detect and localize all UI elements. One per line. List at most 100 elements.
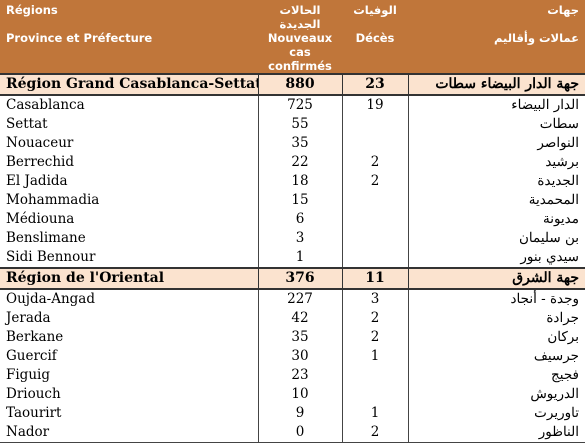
province-cases: 22: [258, 153, 343, 172]
province-name-fr: Médiouna: [0, 210, 259, 229]
province-deaths: [342, 385, 409, 404]
header-deaths-fr: Décès: [342, 31, 408, 74]
header-region-ar: جهات: [408, 0, 585, 31]
province-name-fr: Oujda-Angad: [0, 289, 259, 309]
province-deaths: 1: [342, 347, 409, 366]
table-row: Berkane 35 2 بركان: [0, 328, 585, 347]
province-name-fr: Guercif: [0, 347, 259, 366]
header-cases-fr-line2: confirmés: [268, 59, 332, 73]
province-deaths: [342, 134, 409, 153]
province-name-fr: Benslimane: [0, 229, 259, 248]
province-cases: 42: [258, 309, 343, 328]
province-name-ar: جرسيف: [533, 348, 579, 364]
province-name-ar: بن سليمان: [518, 230, 579, 246]
province-name-ar: فجيج: [551, 367, 579, 383]
table-row: Driouch 10 الدريوش: [0, 385, 585, 404]
header-province-ar: عمالات وأقاليم: [408, 31, 585, 74]
region-name-fr: Région de l'Oriental: [0, 267, 259, 290]
province-cases: 9: [258, 404, 343, 423]
province-deaths: [342, 229, 409, 248]
province-name-fr: Driouch: [0, 385, 259, 404]
province-cases: 18: [258, 172, 343, 191]
province-name-fr: Jerada: [0, 309, 259, 328]
table-row: Oujda-Angad 227 3 وجدة - أنجاد: [0, 289, 585, 309]
table-body: Région Grand Casablanca-Settat 880 23 جهة ا…: [0, 73, 585, 443]
province-name-ar: النواصر: [537, 135, 579, 151]
province-cases: 23: [258, 366, 343, 385]
header-cases-fr-line1: Nouveaux cas: [267, 31, 333, 59]
province-deaths: [342, 366, 409, 385]
table-row: Jerada 42 2 جرادة: [0, 309, 585, 328]
region-row: Région Grand Casablanca-Settat 880 23 جهة ا…: [0, 73, 585, 96]
province-name-fr: Nouaceur: [0, 134, 259, 153]
province-name-ar: برشيد: [545, 154, 579, 170]
table-row: Berrechid 22 2 برشيد: [0, 153, 585, 172]
province-deaths: 2: [342, 153, 409, 172]
province-cases: 227: [258, 289, 343, 309]
province-cases: 35: [258, 134, 343, 153]
province-cases: 725: [258, 95, 343, 115]
region-name-ar: جهة الدار البيضاء سطات: [408, 73, 585, 96]
province-deaths: [342, 248, 409, 268]
table-row: Settat 55 سطات: [0, 115, 585, 134]
header-region-fr: Régions: [0, 0, 258, 31]
province-cases: 35: [258, 328, 343, 347]
province-name-ar: سيدي بنور: [520, 249, 579, 265]
province-name-fr: Taourirt: [0, 404, 259, 423]
province-cases: 55: [258, 115, 343, 134]
province-name-fr: Berrechid: [0, 153, 259, 172]
header-deaths-ar: الوفيات: [342, 0, 408, 31]
province-name-ar: تاوريرت: [534, 405, 579, 421]
region-cases: 880: [258, 73, 343, 96]
header-province-fr: Province et Préfecture: [0, 31, 258, 74]
province-name-fr: Berkane: [0, 328, 259, 347]
region-row: Région de l'Oriental 376 11 جهة الشرق: [0, 267, 585, 290]
table-row: Mohammadia 15 المحمدية: [0, 191, 585, 210]
province-name-ar: المحمدية: [528, 192, 579, 208]
header-cases-ar: الحالات الجديدة: [258, 0, 342, 31]
province-name-fr: Figuig: [0, 366, 259, 385]
province-name-ar: الدريوش: [530, 386, 579, 402]
province-deaths: 2: [342, 328, 409, 347]
province-name-ar: مديونة: [542, 211, 579, 227]
province-deaths: [342, 115, 409, 134]
table-row: El Jadida 18 2 الجديدة: [0, 172, 585, 191]
province-name-ar: بركان: [547, 329, 579, 345]
region-deaths: 11: [342, 267, 409, 290]
province-name-fr: Mohammadia: [0, 191, 259, 210]
region-deaths: 23: [342, 73, 409, 96]
province-deaths: [342, 191, 409, 210]
province-cases: 10: [258, 385, 343, 404]
table-row: Médiouna 6 مديونة: [0, 210, 585, 229]
province-cases: 30: [258, 347, 343, 366]
province-deaths: 19: [342, 95, 409, 115]
province-name-fr: Casablanca: [0, 95, 259, 115]
province-name-ar: سطات: [539, 116, 579, 132]
province-name-ar: جرادة: [546, 310, 579, 326]
province-name-ar: وجدة - أنجاد: [510, 291, 579, 307]
region-cases: 376: [258, 267, 343, 290]
table-row: Sidi Bennour 1 سيدي بنور: [0, 248, 585, 268]
province-deaths: 1: [342, 404, 409, 423]
province-deaths: 2: [342, 172, 409, 191]
province-name-fr: El Jadida: [0, 172, 259, 191]
region-name-ar: جهة الشرق: [408, 267, 585, 290]
header-cases-fr: Nouveaux cas confirmés: [258, 31, 342, 74]
table-row: Casablanca 725 19 الدار البيضاء: [0, 95, 585, 115]
province-deaths: 2: [342, 309, 409, 328]
province-cases: 6: [258, 210, 343, 229]
table-row: Figuig 23 فجيج: [0, 366, 585, 385]
province-name-ar: الدار البيضاء: [511, 97, 579, 113]
province-deaths: [342, 210, 409, 229]
table-header: Régions الحالات الجديدة الوفيات جهات Pro…: [0, 0, 585, 74]
table-row: Nouaceur 35 النواصر: [0, 134, 585, 153]
province-deaths: 3: [342, 289, 409, 309]
table-row: Benslimane 3 بن سليمان: [0, 229, 585, 248]
province-name-fr: Settat: [0, 115, 259, 134]
table-row: Taourirt 9 1 تاوريرت: [0, 404, 585, 423]
province-name-ar: الجديدة: [537, 173, 579, 189]
table-row: Guercif 30 1 جرسيف: [0, 347, 585, 366]
province-cases: 3: [258, 229, 343, 248]
region-name-fr: Région Grand Casablanca-Settat: [0, 73, 259, 96]
province-cases: 15: [258, 191, 343, 210]
